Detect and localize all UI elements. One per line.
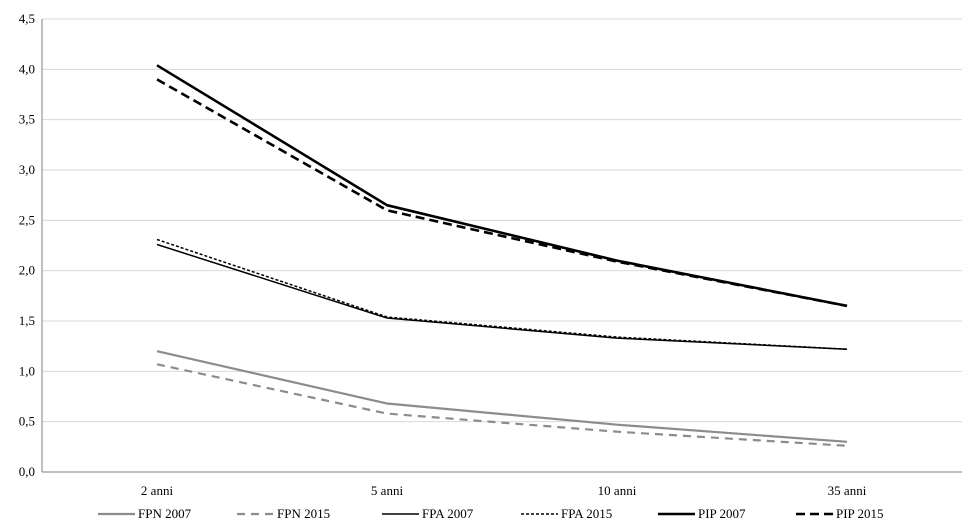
y-tick-label: 3,0 xyxy=(19,162,35,177)
y-tick-label: 3,5 xyxy=(19,112,35,127)
y-tick-label: 0,0 xyxy=(19,464,35,479)
series-line-fpa-2007 xyxy=(156,243,848,350)
legend-label: FPA 2015 xyxy=(561,506,612,521)
legend: FPN 2007 FPN 2015 FPA 2007 FPA 2015 PIP 2007… xyxy=(98,506,884,521)
x-tick-label: 10 anni xyxy=(598,483,637,498)
series-line-fpn-2007 xyxy=(156,350,848,443)
legend-label: FPN 2015 xyxy=(277,506,330,521)
gridlines xyxy=(42,18,962,423)
series-line-pip-2007 xyxy=(156,64,848,308)
y-tick-label: 1,0 xyxy=(19,363,35,378)
y-tick-label: 4,0 xyxy=(19,61,35,76)
series-line-pip-2015 xyxy=(156,78,848,308)
x-axis-tick-labels: 2 anni 5 anni 10 anni 35 anni xyxy=(141,483,867,498)
series-line-fpn-2015 xyxy=(156,363,848,447)
y-tick-label: 2,5 xyxy=(19,212,35,227)
y-tick-label: 2,0 xyxy=(19,263,35,278)
y-tick-label: 1,5 xyxy=(19,313,35,328)
series-line-fpa-2015 xyxy=(156,238,848,350)
axes xyxy=(41,19,962,473)
series-lines xyxy=(156,64,848,447)
legend-label: FPN 2007 xyxy=(138,506,192,521)
y-tick-label: 0,5 xyxy=(19,414,35,429)
x-tick-label: 35 anni xyxy=(828,483,867,498)
legend-label: PIP 2015 xyxy=(836,506,884,521)
x-tick-label: 2 anni xyxy=(141,483,174,498)
y-axis-tick-labels: 0,0 0,5 1,0 1,5 2,0 2,5 3,0 3,5 4,0 4,5 xyxy=(19,11,35,479)
legend-label: FPA 2007 xyxy=(422,506,474,521)
y-tick-label: 4,5 xyxy=(19,11,35,26)
legend-label: PIP 2007 xyxy=(698,506,746,521)
x-tick-label: 5 anni xyxy=(371,483,404,498)
